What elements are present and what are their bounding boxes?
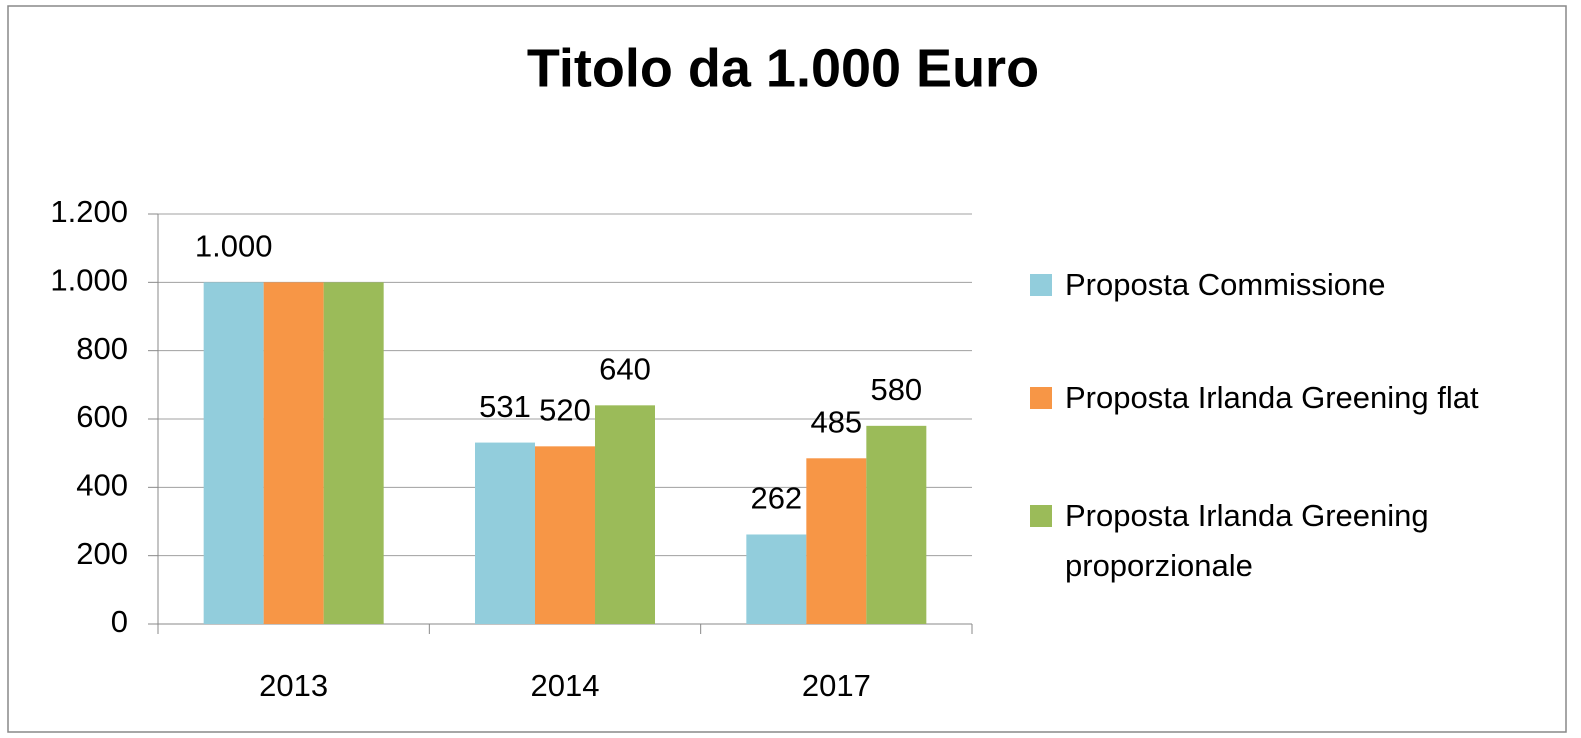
legend-label: Proposta Irlanda Greening proporzionale <box>1065 498 1429 583</box>
x-tick-label: 2014 <box>531 668 600 703</box>
legend-swatch <box>1030 505 1052 527</box>
legend-label: Proposta Irlanda Greening flat <box>1065 380 1479 415</box>
legend-item: Proposta Commissione <box>1030 260 1565 310</box>
data-label: 485 <box>810 404 862 439</box>
legend-swatch <box>1030 274 1052 296</box>
legend-item: Proposta Irlanda Greening proporzionale <box>1030 491 1565 591</box>
x-tick-label: 2017 <box>802 668 871 703</box>
legend-item: Proposta Irlanda Greening flat <box>1030 373 1565 423</box>
data-label: 531 <box>479 389 531 424</box>
y-tick-label: 600 <box>76 399 128 434</box>
bar <box>203 282 264 624</box>
data-label: 580 <box>870 372 922 407</box>
bar <box>595 405 655 624</box>
y-tick-label: 800 <box>76 331 128 366</box>
chart-title: Titolo da 1.000 Euro <box>527 38 1039 98</box>
data-label: 262 <box>750 481 802 516</box>
bar <box>806 458 867 624</box>
bar <box>263 282 324 624</box>
data-label: 640 <box>599 352 651 387</box>
data-label: 1.000 <box>195 229 273 264</box>
data-label: 520 <box>539 393 591 428</box>
bar <box>746 534 807 624</box>
bar <box>475 442 535 624</box>
bar <box>866 425 927 624</box>
legend-label: Proposta Commissione <box>1065 267 1386 302</box>
y-tick-label: 1.200 <box>50 194 128 229</box>
bar <box>535 446 595 624</box>
y-tick-label: 200 <box>76 536 128 571</box>
bar <box>323 282 384 624</box>
y-tick-label: 400 <box>76 468 128 503</box>
y-tick-label: 0 <box>111 604 128 639</box>
x-tick-label: 2013 <box>259 668 328 703</box>
legend-swatch <box>1030 387 1052 409</box>
y-tick-label: 1.000 <box>50 263 128 298</box>
